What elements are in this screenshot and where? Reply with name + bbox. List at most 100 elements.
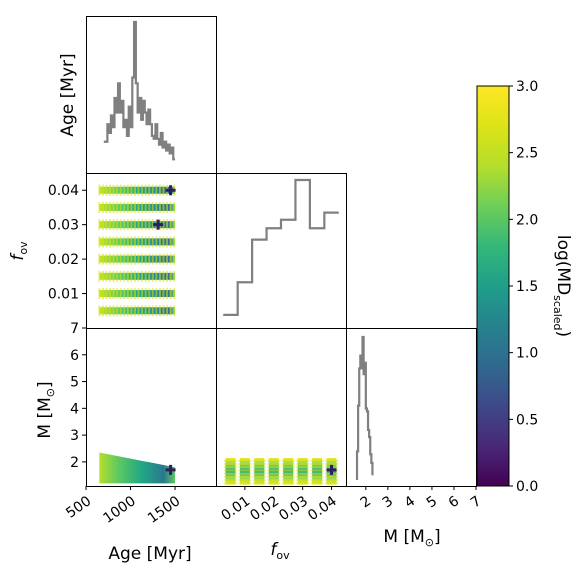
mass-fov-tick-mark bbox=[252, 472, 266, 475]
fov-ytick-label: 0.01 bbox=[48, 287, 79, 303]
fov-age-tick-mark bbox=[137, 253, 140, 265]
fov-age-tick-mark bbox=[173, 270, 176, 282]
fov-age-tick-mark bbox=[137, 184, 140, 196]
fov-age-tick-mark bbox=[109, 288, 112, 300]
colorbar-tick-label: 2.5 bbox=[516, 146, 538, 162]
fov-age-tick-mark bbox=[169, 236, 172, 248]
fov-age-row bbox=[99, 203, 176, 211]
fov-age-tick-mark bbox=[126, 288, 129, 300]
mass-xtick-label: 7 bbox=[468, 493, 484, 511]
mass-histogram bbox=[355, 335, 374, 480]
mass-ylabel: M [M⊙] bbox=[35, 381, 57, 438]
fov-age-tick-mark bbox=[169, 288, 172, 300]
mass-fov-tick-mark bbox=[296, 469, 310, 472]
fov-age-tick-mark bbox=[141, 219, 144, 231]
mass-fov-tick-mark bbox=[238, 472, 252, 475]
mass-xtick-label: 6 bbox=[446, 493, 463, 511]
fov-age-tick-mark bbox=[137, 219, 140, 231]
fov-age-tick-mark bbox=[158, 236, 161, 248]
fov-age-tick-mark bbox=[119, 201, 122, 213]
fov-age-tick-mark bbox=[169, 219, 172, 231]
histogram-layer bbox=[103, 20, 374, 480]
fov-age-tick-mark bbox=[119, 253, 122, 265]
fov-histogram bbox=[223, 178, 339, 316]
mass-xtick-label: 2 bbox=[358, 493, 374, 511]
fov-age-tick-mark bbox=[101, 201, 104, 213]
fov-age-tick-mark bbox=[109, 253, 112, 265]
fov-age-tick-mark bbox=[133, 288, 136, 300]
fov-age-tick-mark bbox=[98, 236, 101, 248]
fov-age-tick-mark bbox=[144, 236, 147, 248]
fov-age-tick-mark bbox=[98, 201, 101, 213]
fov-age-tick-mark bbox=[148, 270, 151, 282]
fov-ylabel: fov bbox=[8, 241, 30, 261]
fov-age-tick-mark bbox=[116, 219, 119, 231]
mass-fov-tick-mark bbox=[296, 475, 310, 478]
fov-age-tick-mark bbox=[109, 270, 112, 282]
fov-ytick-label: 0.03 bbox=[48, 218, 79, 234]
fov-age-tick-mark bbox=[116, 201, 119, 213]
fov-age-tick-mark bbox=[144, 253, 147, 265]
fov-age-tick-mark bbox=[112, 219, 115, 231]
fov-age-row bbox=[99, 186, 176, 194]
mass-ytick-label: 6 bbox=[70, 348, 79, 364]
mass-fov-tick-mark bbox=[310, 475, 324, 478]
fov-age-tick-mark bbox=[116, 305, 119, 317]
fov-age-tick-mark bbox=[98, 270, 101, 282]
fov-age-tick-mark bbox=[101, 270, 104, 282]
fov-age-tick-mark bbox=[173, 219, 176, 231]
fov-age-tick-mark bbox=[112, 305, 115, 317]
mass-fov-tick-mark bbox=[267, 475, 281, 478]
fov-age-tick-mark bbox=[155, 288, 158, 300]
fov-age-tick-mark bbox=[119, 305, 122, 317]
mass-xtick-label: 3 bbox=[380, 493, 396, 511]
fov-age-tick-mark bbox=[112, 236, 115, 248]
mass-fov-tick-mark bbox=[267, 459, 281, 462]
mass-fov-tick-mark bbox=[281, 466, 295, 469]
fov-age-tick-mark bbox=[144, 201, 147, 213]
fov-age-tick-mark bbox=[155, 184, 158, 196]
fov-age-tick-mark bbox=[148, 219, 151, 231]
fov-age-tick-mark bbox=[144, 219, 147, 231]
mass-fov-tick-mark bbox=[296, 459, 310, 462]
mass-fov-tick-mark bbox=[238, 475, 252, 478]
fov-age-tick-mark bbox=[116, 253, 119, 265]
fov-age-tick-mark bbox=[151, 184, 154, 196]
fov-age-tick-mark bbox=[173, 201, 176, 213]
panel-age-hist bbox=[86, 16, 217, 174]
fov-age-tick-mark bbox=[133, 253, 136, 265]
colorbar-tick-label: 0.0 bbox=[516, 479, 538, 495]
mass-fov-tick-mark bbox=[296, 482, 310, 485]
fov-age-tick-mark bbox=[109, 219, 112, 231]
fov-age-tick-mark bbox=[151, 253, 154, 265]
fov-age-tick-mark bbox=[105, 236, 108, 248]
fov-age-tick-mark bbox=[123, 201, 126, 213]
fov-age-tick-mark bbox=[109, 201, 112, 213]
fov-age-tick-mark bbox=[141, 270, 144, 282]
fov-age-tick-mark bbox=[158, 270, 161, 282]
mass-fov-tick-mark bbox=[267, 469, 281, 472]
mass-fov-tick-mark bbox=[223, 479, 237, 482]
mass-fov-tick-mark bbox=[252, 475, 266, 478]
mass-ytick-label: 4 bbox=[70, 401, 79, 417]
fov-age-tick-mark bbox=[148, 253, 151, 265]
mass-fov-tick-mark bbox=[310, 469, 324, 472]
fov-age-tick-mark bbox=[109, 236, 112, 248]
fov-age-tick-mark bbox=[130, 236, 133, 248]
fov-age-tick-mark bbox=[169, 270, 172, 282]
fov-age-tick-mark bbox=[158, 305, 161, 317]
fov-age-tick-mark bbox=[133, 201, 136, 213]
mass-fov-tick-mark bbox=[238, 463, 252, 466]
mass-fov-tick-mark bbox=[310, 479, 324, 482]
fov-age-tick-mark bbox=[101, 305, 104, 317]
fov-age-tick-mark bbox=[98, 288, 101, 300]
fov-age-tick-mark bbox=[144, 184, 147, 196]
mass-fov-tick-mark bbox=[252, 482, 266, 485]
fov-age-tick-mark bbox=[137, 236, 140, 248]
fov-age-tick-mark bbox=[116, 236, 119, 248]
fov-age-tick-mark bbox=[133, 219, 136, 231]
fov-age-tick-mark bbox=[105, 219, 108, 231]
fov-age-tick-mark bbox=[130, 201, 133, 213]
fov-age-tick-mark bbox=[158, 184, 161, 196]
fov-age-tick-mark bbox=[133, 305, 136, 317]
